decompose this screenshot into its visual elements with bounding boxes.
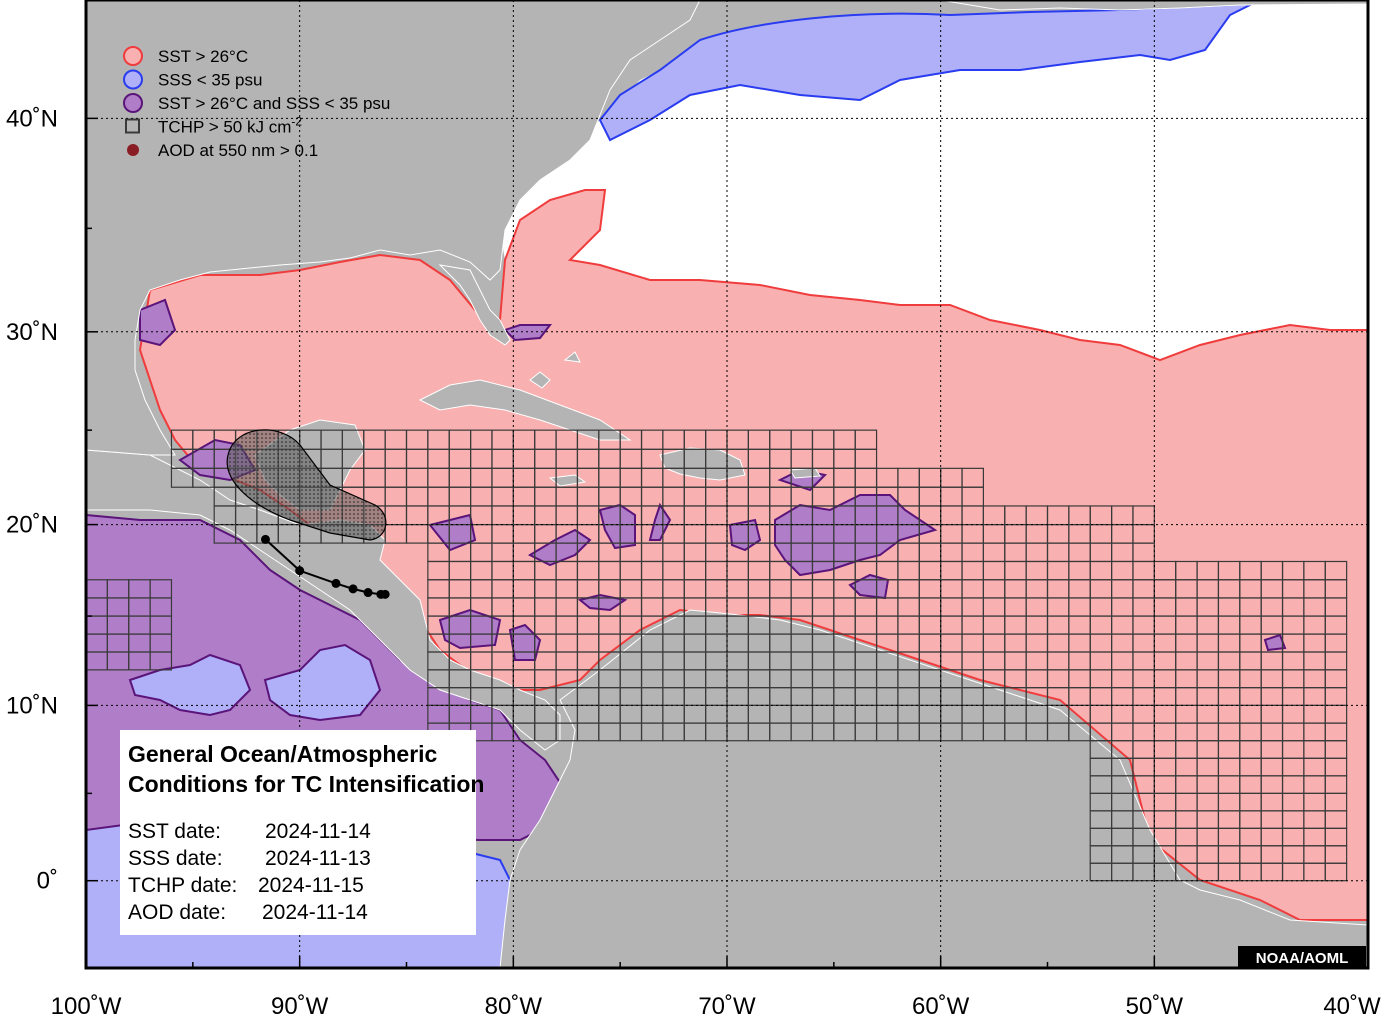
credit-badge: NOAA/AOML — [1238, 946, 1366, 968]
storm-track-point — [260, 534, 270, 544]
legend-circle-icon — [123, 93, 143, 113]
storm-track-point — [331, 578, 341, 588]
lat-tick-label: 0˚ — [37, 868, 58, 895]
lat-tick-label: 10˚N — [6, 692, 58, 719]
tchp-cell — [854, 429, 878, 450]
lat-tick-label: 40˚N — [6, 105, 58, 132]
lon-tick-label: 50˚W — [1126, 993, 1184, 1020]
lon-tick-label: 80˚W — [485, 993, 543, 1020]
land-masses — [86, 0, 1368, 968]
legend-label: SSS < 35 psu — [158, 71, 262, 90]
lon-tick-label: 90˚W — [271, 993, 329, 1020]
forecast-cone — [226, 429, 387, 541]
legend-circle-icon — [123, 46, 143, 66]
legend: SST > 26°C SSS < 35 psu SST > 26°C and SSS… — [123, 46, 390, 160]
lat-tick-label: 20˚N — [6, 512, 58, 539]
lon-tick-label: 60˚W — [912, 993, 970, 1020]
tchp-cell — [961, 467, 984, 488]
info-title-line1: General Ocean/Atmospheric — [128, 741, 438, 767]
legend-label: SST > 26°C — [158, 47, 248, 66]
axis-ticks — [85, 0, 1369, 969]
tchp-date-value: 2024-11-15 — [258, 874, 364, 897]
legend-label: SST > 26°C and SSS < 35 psu — [158, 94, 390, 113]
tchp-cell — [1324, 740, 1348, 759]
aod-date-value: 2024-11-14 — [262, 901, 368, 924]
info-box-background — [120, 730, 476, 935]
credit-text: NOAA/AOML — [1256, 950, 1349, 967]
storm-track-point — [295, 566, 305, 576]
legend-label: AOD at 550 nm > 0.1 — [158, 141, 318, 160]
legend-circle-icon — [123, 69, 143, 90]
sst-date-value: 2024-11-14 — [265, 820, 371, 843]
tchp-cell — [149, 579, 173, 599]
tchp-cell — [1324, 560, 1348, 581]
info-title-line2: Conditions for TC Intensification — [128, 771, 484, 797]
storm-track-point — [380, 589, 390, 599]
lon-tick-label: 40˚W — [1323, 993, 1381, 1020]
sss-date-label: SSS date: — [128, 847, 223, 870]
lat-tick-label: 30˚N — [6, 319, 58, 346]
legend-square-icon — [125, 118, 140, 134]
legend-label: TCHP > 50 kJ cm-2 — [158, 115, 302, 137]
sst-date-label: SST date: — [128, 820, 221, 843]
lon-tick-label: 100˚W — [51, 993, 122, 1020]
tchp-date-label: TCHP date: — [128, 874, 237, 897]
aod-date-label: AOD date: — [128, 901, 226, 924]
sss-date-value: 2024-11-13 — [265, 847, 371, 870]
sss-pocket-pacific-2 — [263, 643, 382, 722]
legend-dot-icon — [127, 144, 139, 156]
storm-track-point — [348, 584, 358, 594]
lon-tick-label: 70˚W — [698, 993, 756, 1020]
info-box: General Ocean/Atmospheric Conditions for… — [120, 730, 484, 935]
storm-track-point — [363, 588, 373, 598]
axis-labels: 100˚W 90˚W 80˚W 70˚W 60˚W 50˚W 40˚W 0˚ 10˚N 20˚N 3… — [6, 105, 1381, 1020]
storm-track-points — [260, 534, 390, 599]
graticule — [86, 0, 1368, 968]
